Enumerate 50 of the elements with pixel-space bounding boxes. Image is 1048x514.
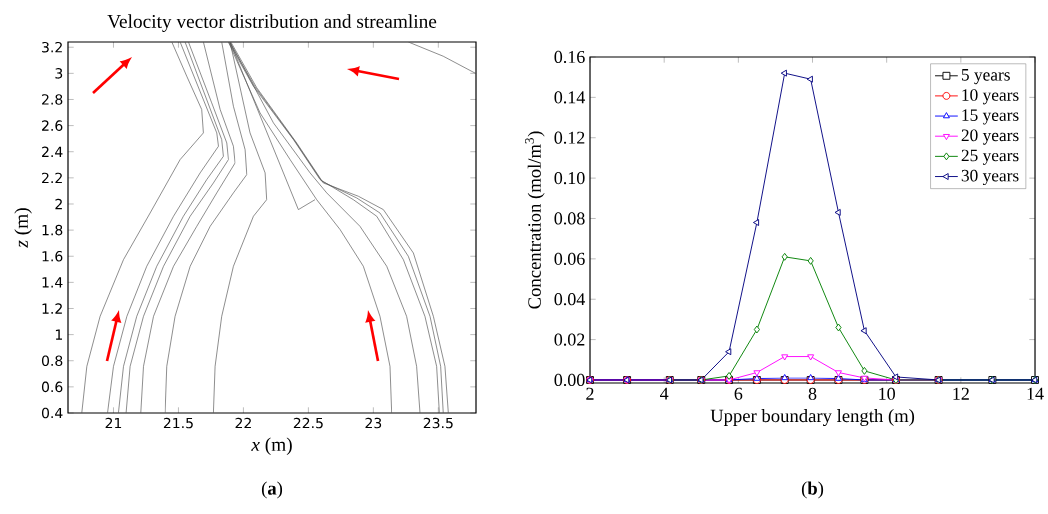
y-tick-label: 1.8 (42, 224, 63, 236)
y-tick-label: 0.10 (554, 171, 585, 185)
y-tick-label: 0.02 (554, 333, 585, 346)
y-axis-title: z (m) (14, 208, 32, 248)
x-axis-title: x (m) (251, 437, 292, 455)
legend-label: 15 years (962, 109, 1019, 125)
legend-label: 5 years (961, 69, 1010, 85)
x-tick-label: 23.5 (423, 417, 453, 429)
x-tick-label: 8 (808, 387, 817, 400)
y-tick-label: 2.8 (42, 94, 63, 105)
y-tick-label: 2.2 (42, 172, 62, 184)
legend-label: 30 years (961, 169, 1019, 186)
chart-title: Velocity vector distribution and streamline (107, 14, 437, 32)
x-tick-label: 22 (235, 417, 251, 429)
y-tick-label: 0.08 (554, 212, 585, 225)
y-tick-label: 0.06 (554, 252, 585, 265)
x-tick-label: 22.5 (293, 417, 323, 429)
x-tick-label: 21.5 (163, 417, 193, 429)
y-tick-label: 2 (55, 198, 62, 210)
legend-label: 10 years (962, 89, 1019, 105)
y-tick-label: 3.2 (42, 41, 62, 53)
y-tick-label: 1.4 (42, 277, 63, 288)
y-tick-label: 0.6 (41, 381, 63, 393)
legend-label: 20 years (961, 129, 1019, 145)
x-tick-label: 4 (660, 387, 669, 400)
y-tick-label: 0.16 (554, 50, 585, 64)
x-tick-label: 12 (953, 387, 969, 400)
text: (a) (261, 481, 283, 499)
y-tick-label: 1 (55, 329, 62, 340)
y-tick-label: 2.6 (42, 120, 63, 131)
y-tick-label: 1.6 (42, 250, 63, 262)
x-tick-label: 21 (105, 417, 122, 429)
y-axis-title: Concentration (mol/m$^{3}$) (525, 131, 545, 309)
y-tick-label: 0.14 (554, 91, 586, 104)
x-tick-label: 14 (1027, 387, 1044, 400)
y-tick-label: 0.8 (41, 355, 63, 367)
y-tick-label: 1.2 (42, 303, 62, 314)
y-tick-label: 3 (55, 68, 63, 79)
y-tick-label: 0.00 (554, 373, 585, 387)
x-axis-title: Upper boundary length (m) (710, 409, 915, 426)
y-tick-label: 0.4 (41, 407, 63, 419)
x-tick-label: 10 (879, 387, 895, 400)
y-tick-label: 2.4 (42, 146, 63, 157)
text: (b) (801, 481, 824, 499)
y-tick-label: 0.12 (554, 131, 585, 144)
y-tick-label: 0.04 (554, 293, 586, 306)
legend-label: 25 years (961, 149, 1019, 165)
x-tick-label: 6 (734, 387, 743, 400)
x-tick-label: 2 (586, 387, 594, 400)
x-tick-label: 23 (365, 417, 382, 429)
